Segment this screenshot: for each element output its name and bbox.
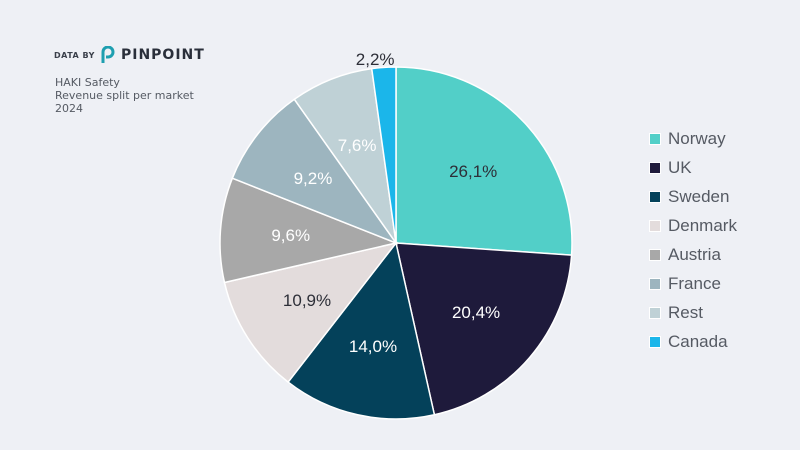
brand-name: PINPOINT [120,47,205,63]
legend-swatch [649,306,661,319]
legend-label: Denmark [668,215,737,235]
legend-swatch [649,161,661,174]
legend-label: Norway [668,128,726,148]
legend-swatch [649,248,661,261]
legend-item-canada: Canada [649,327,737,356]
data-label-uk: 20,4% [452,303,500,322]
header-title: Revenue split per market [55,89,194,102]
data-label-canada: 2,2% [356,50,395,69]
legend-swatch [649,132,661,145]
legend-item-norway: Norway [649,124,737,153]
pinpoint-logo-icon [101,46,115,63]
legend-swatch [649,335,661,348]
legend-swatch [649,219,661,232]
legend-item-austria: Austria [649,240,737,269]
pie-slice-norway [395,66,573,256]
pie-slice-austria [219,177,399,284]
legend-item-denmark: Denmark [649,211,737,240]
legend: Norway UK Sweden Denmark Austria France Rest Ca… [649,124,737,356]
pie-slice-france [231,98,399,245]
data-label-denmark: 10,9% [283,291,331,310]
header-company: HAKI Safety [55,76,120,89]
pie-slice-sweden [287,241,436,420]
brand-prefix: DATA BY [54,50,95,60]
data-label-norway: 26,1% [449,162,497,181]
pie-slice-uk [395,242,573,416]
legend-label: Sweden [668,186,730,206]
legend-label: Rest [668,302,703,322]
legend-item-uk: UK [649,153,737,182]
data-label-austria: 9,6% [271,226,310,245]
legend-label: UK [668,157,692,177]
header-year: 2024 [55,102,83,115]
brand-logo: DATA BY PINPOINT [54,46,205,64]
legend-item-rest: Rest [649,298,737,327]
chart-header: HAKI Safety Revenue split per market 202… [55,76,194,115]
legend-item-france: France [649,269,737,298]
data-label-sweden: 14,0% [349,337,397,356]
legend-item-sweden: Sweden [649,182,737,211]
data-label-rest: 7,6% [338,136,377,155]
data-label-france: 9,2% [294,169,333,188]
pie-slice-denmark [223,241,398,384]
legend-swatch [649,190,661,203]
legend-label: France [668,273,721,293]
legend-swatch [649,277,661,290]
legend-label: Austria [668,244,721,264]
pie-slice-canada [370,66,397,244]
legend-label: Canada [668,331,728,351]
